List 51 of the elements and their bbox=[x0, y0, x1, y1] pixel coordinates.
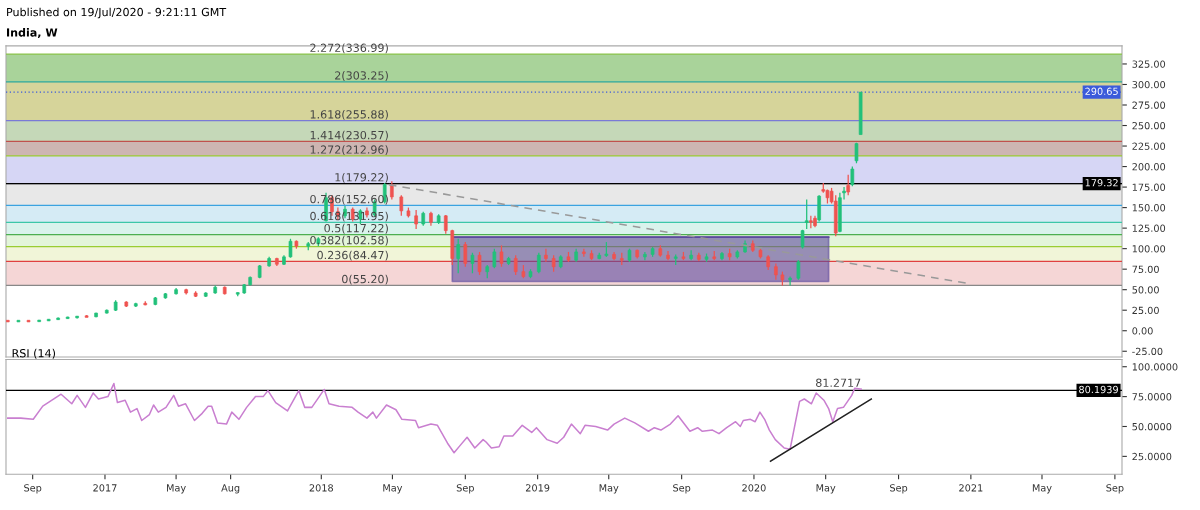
x-tick-label: May bbox=[1032, 484, 1052, 494]
chart-title: RSI (14) bbox=[12, 348, 56, 359]
x-tick-label: Sep bbox=[890, 484, 908, 494]
annotation: 0.236(84.47) bbox=[317, 250, 388, 261]
ref-line-label: 80.1939 bbox=[1079, 385, 1118, 394]
y-tick-label: 50.00 bbox=[1132, 286, 1159, 294]
y-tick-label: 250.00 bbox=[1132, 122, 1166, 130]
y-tick-label: 125.00 bbox=[1132, 224, 1166, 232]
x-tick-label: Sep bbox=[456, 484, 474, 494]
annotation: 2.272(336.99) bbox=[310, 43, 388, 54]
x-tick-label: Sep bbox=[1106, 484, 1124, 494]
x-tick-label: 2020 bbox=[742, 484, 766, 492]
y-tick-label: 175.00 bbox=[1132, 183, 1166, 191]
x-tick-label: May bbox=[816, 484, 836, 494]
y-tick-label: 50.0000 bbox=[1132, 422, 1172, 431]
y-tick-label: 25.0000 bbox=[1132, 452, 1172, 461]
x-tick-label: 2018 bbox=[309, 484, 334, 492]
y-tick-label: 275.00 bbox=[1132, 101, 1166, 109]
x-tick-label: Sep bbox=[673, 484, 691, 494]
ref-line-label: 179.32 bbox=[1085, 179, 1118, 187]
x-tick-label: 2019 bbox=[525, 484, 550, 492]
y-tick-label: 100.00 bbox=[1132, 245, 1166, 253]
y-tick-label: 75.0000 bbox=[1132, 393, 1172, 401]
y-tick-label: 225.00 bbox=[1132, 142, 1166, 150]
x-tick-label: May bbox=[383, 484, 403, 494]
annotation: 1.618(255.88) bbox=[310, 109, 388, 120]
annotation: 1(179.22) bbox=[335, 172, 388, 183]
y-tick-label: 100.0000 bbox=[1132, 363, 1178, 371]
y-tick-label: 325.00 bbox=[1132, 60, 1166, 68]
annotation: 2(303.25) bbox=[335, 71, 388, 81]
annotation: 0(55.20) bbox=[342, 274, 388, 285]
x-tick-label: May bbox=[167, 484, 186, 494]
y-tick-label: 75.00 bbox=[1132, 265, 1159, 273]
ref-line-label: 290.65 bbox=[1085, 87, 1118, 95]
x-tick-label: 2017 bbox=[93, 484, 117, 492]
y-tick-label: 200.00 bbox=[1132, 163, 1166, 171]
y-tick-label: 0.00 bbox=[1132, 327, 1153, 335]
y-tick-label: 25.00 bbox=[1132, 306, 1159, 315]
x-tick-label: Aug bbox=[221, 484, 240, 494]
x-tick-label: May bbox=[599, 484, 619, 494]
annotation: 1.272(212.96) bbox=[310, 145, 388, 156]
annotation: 81.2717 bbox=[816, 378, 861, 387]
annotation: 1.414(230.57) bbox=[310, 130, 388, 141]
text: Published on 19/Jul/2020 - 9:21:11 GMT bbox=[7, 7, 227, 19]
y-tick-label: 150.00 bbox=[1132, 204, 1166, 212]
chart-title: India, W bbox=[7, 28, 58, 39]
annotation: 0.5(117.22) bbox=[324, 223, 388, 234]
x-tick-label: Sep bbox=[24, 484, 42, 494]
y-tick-label: 300.00 bbox=[1132, 80, 1166, 89]
y-tick-label: -25.00 bbox=[1132, 347, 1163, 356]
x-tick-label: 2021 bbox=[959, 484, 983, 492]
